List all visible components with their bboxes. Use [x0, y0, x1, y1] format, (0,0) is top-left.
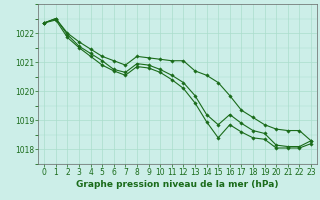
X-axis label: Graphe pression niveau de la mer (hPa): Graphe pression niveau de la mer (hPa) [76, 180, 279, 189]
